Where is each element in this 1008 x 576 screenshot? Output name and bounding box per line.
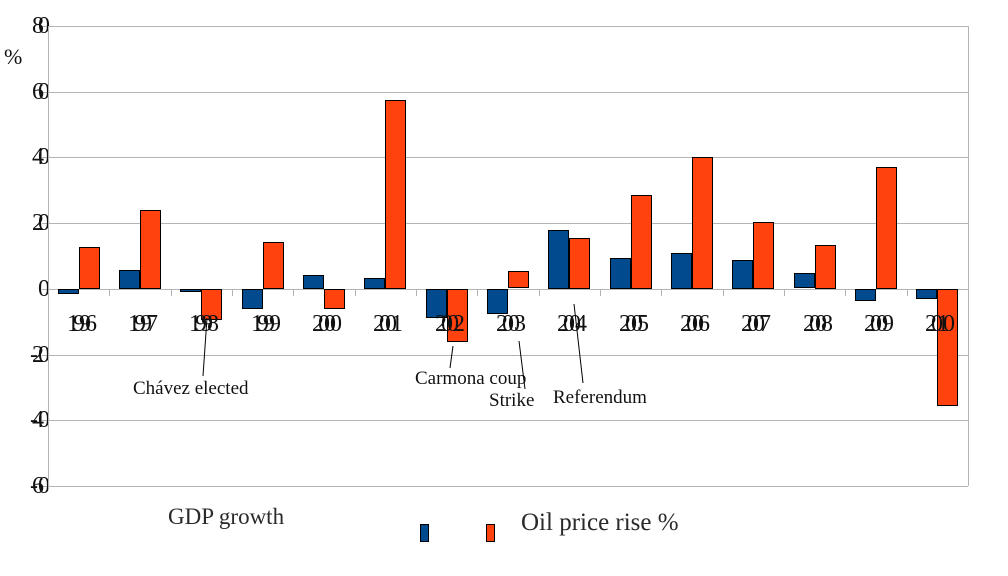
x-axis-label-2010: 2010 <box>925 311 955 337</box>
gridline <box>48 92 968 93</box>
y-axis-tick-label: 60 <box>32 79 50 105</box>
legend-label-gdp-growth: GDP growth <box>168 504 285 529</box>
x-axis-label-2002: 2002 <box>435 311 465 337</box>
bar-oil-2006 <box>692 157 713 289</box>
gridline <box>48 420 968 421</box>
x-axis-label-2007: 2007 <box>741 311 771 337</box>
y-axis-tick-label: 80 <box>32 13 50 39</box>
x-axis-tick <box>723 290 724 296</box>
bar-oil-2004 <box>569 238 590 289</box>
x-axis-tick <box>600 290 601 296</box>
y-axis-tick <box>42 420 48 421</box>
annotation-strike: Strike <box>489 390 535 411</box>
x-axis-tick <box>477 290 478 296</box>
bar-gdp-1996 <box>58 289 79 294</box>
gridline <box>48 355 968 356</box>
bar-gdp-2007 <box>732 260 753 289</box>
bar-gdp-2009 <box>855 289 876 301</box>
x-axis-label-1999: 1999 <box>251 311 281 337</box>
bar-oil-1998 <box>201 289 222 320</box>
x-axis-tick <box>784 290 785 296</box>
gridline <box>48 157 968 158</box>
bar-gdp-2006 <box>671 253 692 289</box>
bar-gdp-1997 <box>119 270 140 289</box>
x-axis-label-2005: 2005 <box>619 311 649 337</box>
bar-gdp-2004 <box>548 230 569 289</box>
y-axis-line <box>48 26 49 490</box>
bar-gdp-2010 <box>916 289 937 299</box>
bar-gdp-2001 <box>364 278 385 289</box>
bar-oil-2002 <box>447 289 468 342</box>
y-axis-tick <box>42 26 48 27</box>
annotation-carmona-coup: Carmona coup <box>415 368 527 389</box>
x-axis-label-2004: 2004 <box>557 311 587 337</box>
bar-oil-2001 <box>385 100 406 289</box>
x-axis-tick <box>845 290 846 296</box>
y-axis-tick <box>42 289 48 290</box>
bar-oil-1999 <box>263 242 284 289</box>
bar-oil-1996 <box>79 247 100 289</box>
x-axis-tick <box>48 290 49 296</box>
x-axis-label-1998: 1998 <box>189 311 219 337</box>
legend-label-oil-price: Oil price rise % <box>521 509 679 536</box>
bar-gdp-1998 <box>180 289 201 292</box>
x-axis-tick <box>171 290 172 296</box>
gridline <box>48 289 968 290</box>
x-axis-tick <box>232 290 233 296</box>
x-axis-label-2003: 2003 <box>496 311 526 337</box>
x-axis-label-2009: 2009 <box>864 311 894 337</box>
gridline <box>48 486 968 487</box>
x-axis-tick <box>293 290 294 296</box>
x-axis-label-2006: 2006 <box>680 311 710 337</box>
annotation-referendum: Referendum <box>553 387 647 408</box>
bar-oil-2003 <box>508 271 529 288</box>
x-axis-label-2008: 2008 <box>803 311 833 337</box>
bar-gdp-2005 <box>610 258 631 289</box>
bar-oil-2010 <box>937 289 958 406</box>
annotation-ch-vez-elected: Chávez elected <box>133 378 249 399</box>
y-axis-tick <box>42 157 48 158</box>
y-axis-tick-label: -60 <box>30 473 50 499</box>
bar-gdp-2000 <box>303 275 324 289</box>
bar-gdp-1999 <box>242 289 263 309</box>
gridline <box>48 26 968 27</box>
x-axis-label-2000: 2000 <box>312 311 342 337</box>
y-axis-tick-label: -20 <box>30 342 50 368</box>
gridline <box>48 223 968 224</box>
x-axis-label-1996: 1996 <box>67 311 97 337</box>
x-axis-tick <box>416 290 417 296</box>
x-axis-tick <box>109 290 110 296</box>
y-axis-tick-label: -40 <box>30 407 50 433</box>
bar-gdp-2003 <box>487 289 508 314</box>
bar-gdp-2008 <box>794 273 815 288</box>
y-axis-unit-label: % <box>4 44 23 69</box>
bar-oil-2008 <box>815 245 836 289</box>
y-axis-tick <box>42 486 48 487</box>
x-axis-tick <box>907 290 908 296</box>
x-axis-tick <box>661 290 662 296</box>
legend-swatch-oil-icon <box>486 524 495 542</box>
x-axis-tick <box>539 290 540 296</box>
x-axis-tick <box>355 290 356 296</box>
legend-swatch-gdp-icon <box>420 524 429 542</box>
x-axis-tick <box>968 290 969 296</box>
y-axis-tick <box>42 92 48 93</box>
bar-gdp-2002 <box>426 289 447 318</box>
x-axis-label-1997: 1997 <box>128 311 158 337</box>
bar-oil-2009 <box>876 167 897 289</box>
bar-oil-1997 <box>140 210 161 289</box>
y-axis-tick <box>42 355 48 356</box>
bar-oil-2005 <box>631 195 652 289</box>
bar-oil-2000 <box>324 289 345 309</box>
y-axis-tick <box>42 223 48 224</box>
plot-right-border <box>968 26 969 486</box>
bar-oil-2007 <box>753 222 774 289</box>
y-axis-tick-label: 0 <box>38 276 50 302</box>
x-axis-label-2001: 2001 <box>373 311 403 337</box>
y-axis-tick-label: 20 <box>32 210 50 236</box>
y-axis-tick-label: 40 <box>32 144 50 170</box>
